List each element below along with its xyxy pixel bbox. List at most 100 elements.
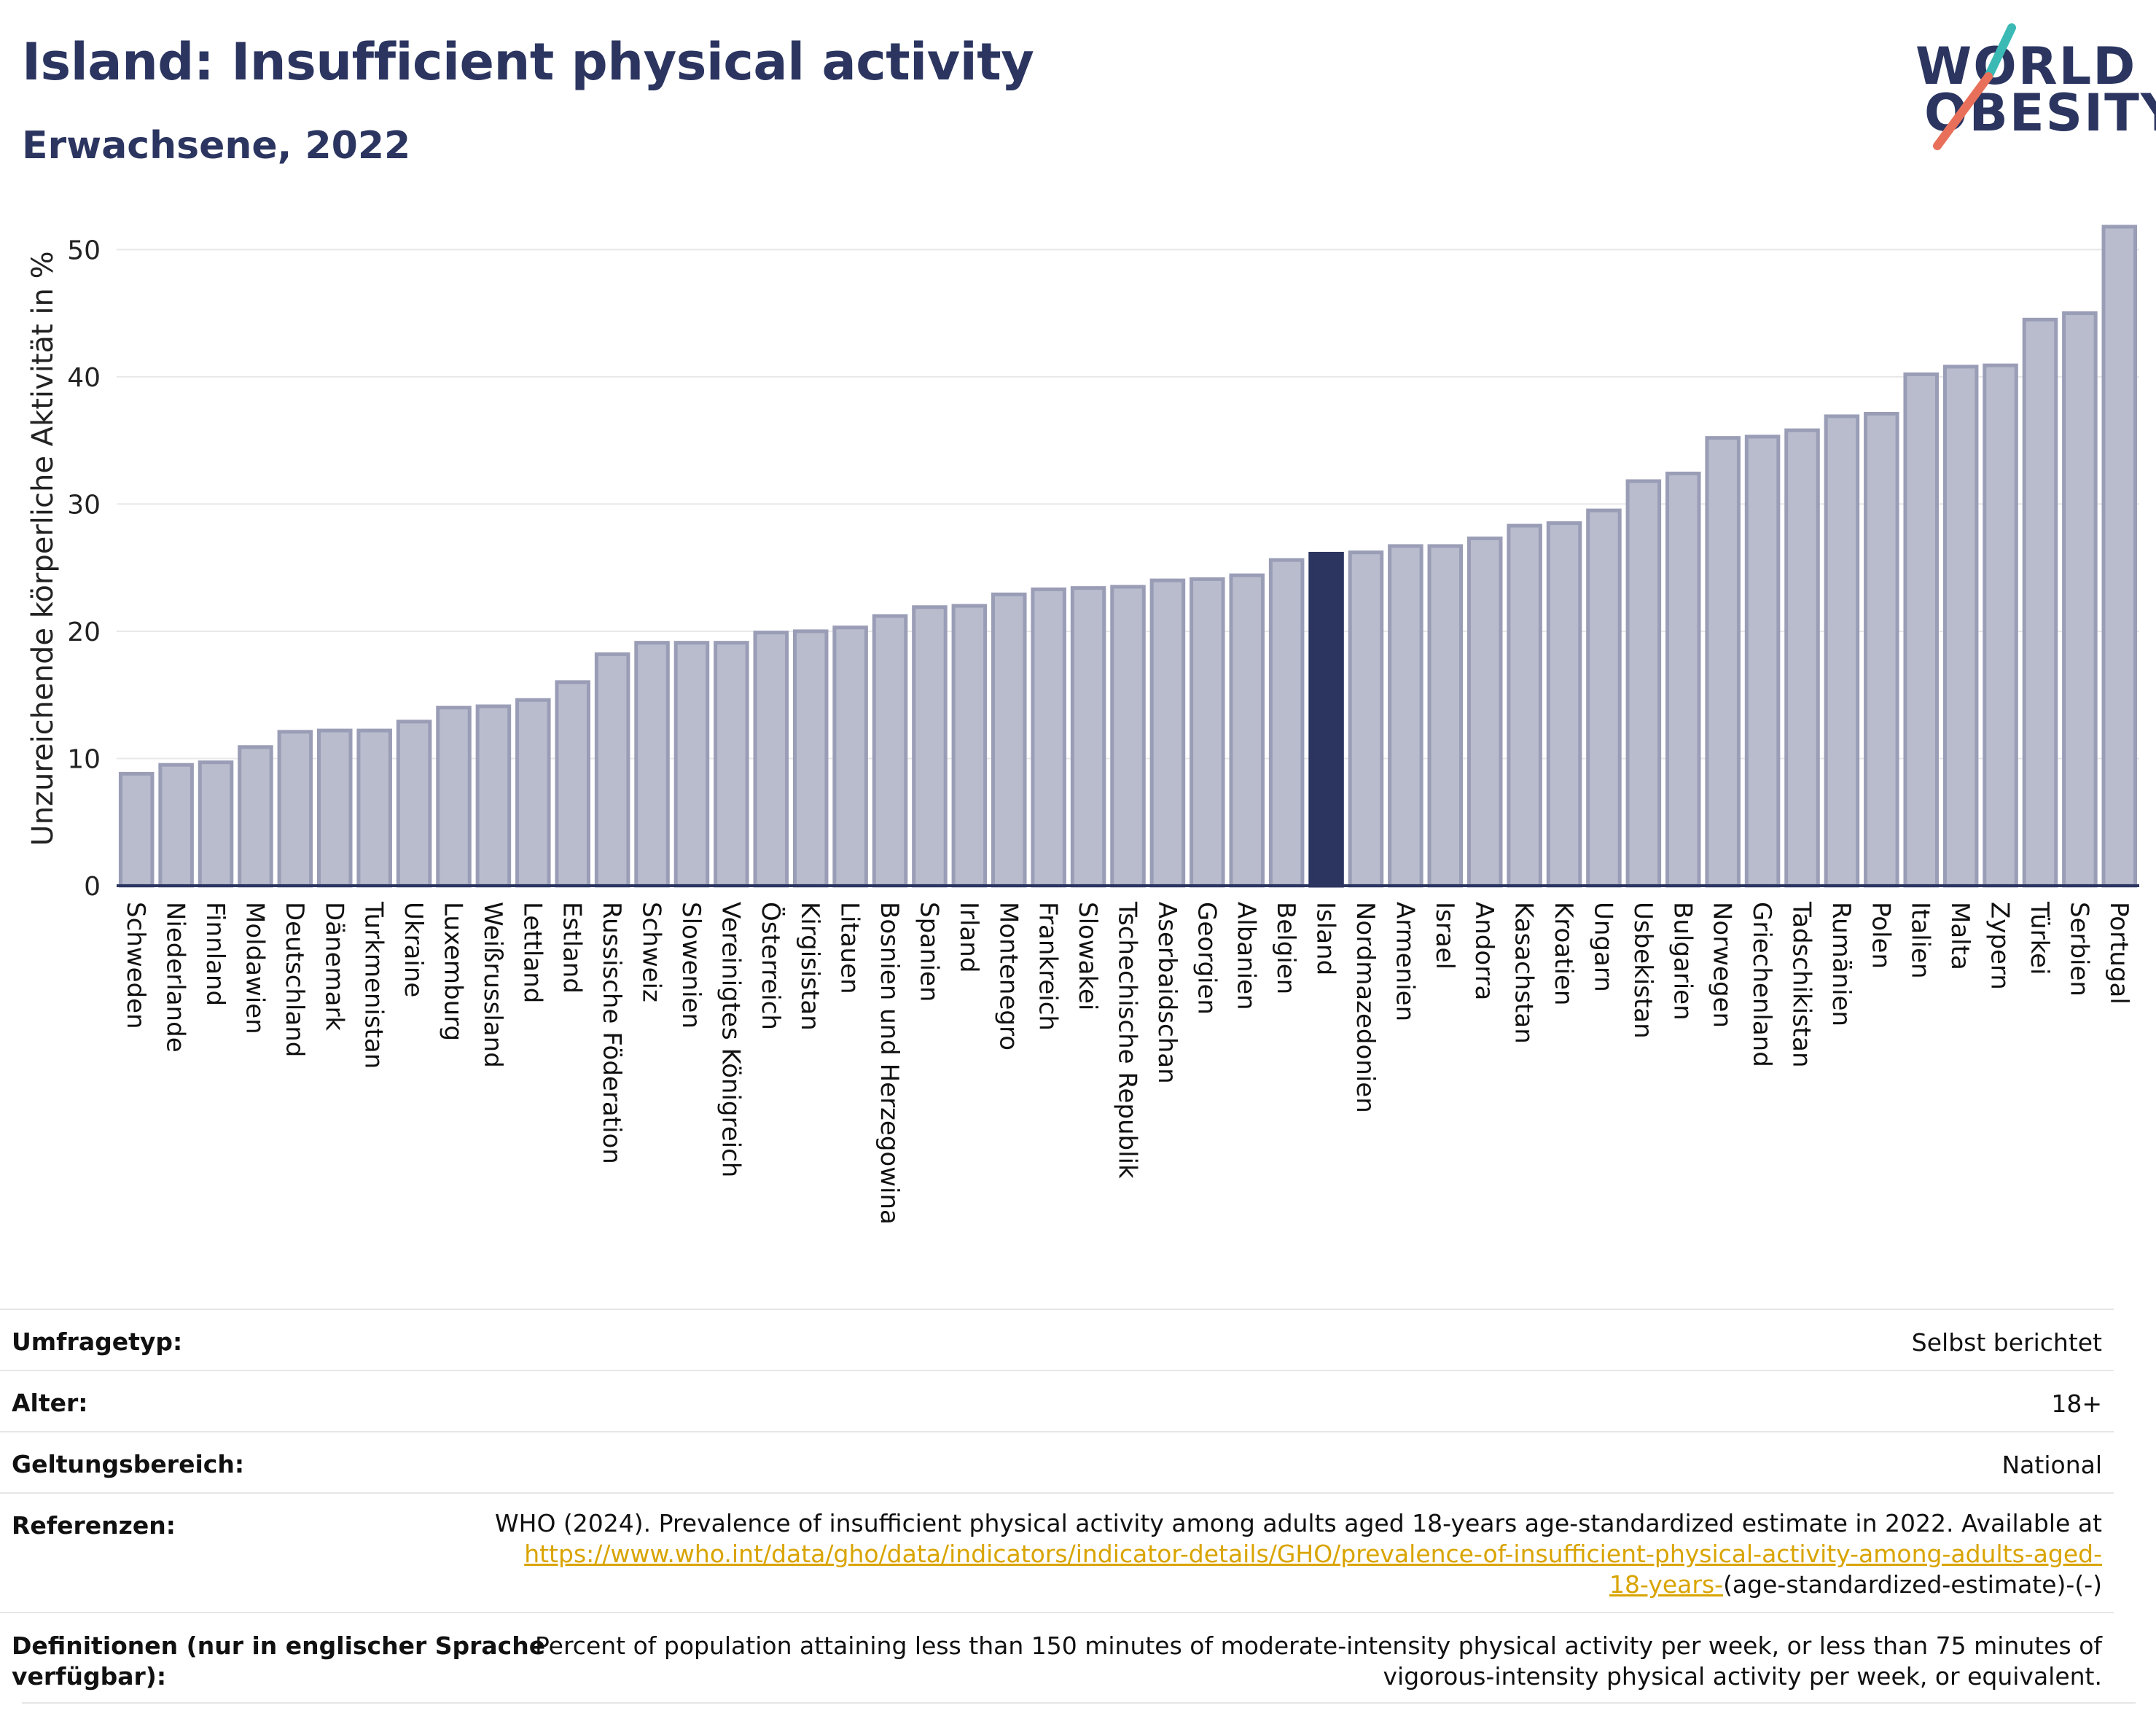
x-tick-label: Finnland [200, 902, 230, 1006]
x-tick-label: Turkmenistan [359, 901, 388, 1069]
x-tick-label: Albanien [1232, 902, 1261, 1010]
bar [1190, 577, 1225, 888]
bar [1784, 428, 1820, 888]
meta-value: 18+ [2051, 1389, 2102, 1418]
x-tick-label: Serbien [2064, 902, 2093, 997]
x-tick-label: Israel [1430, 902, 1459, 970]
bar [1744, 434, 1781, 888]
references-link[interactable]: https://www.who.int/data/gho/data/indica… [524, 1540, 2102, 1568]
meta-row-definitions: Definitionen (nur in englischer Sprache … [0, 1612, 2114, 1704]
bar [198, 760, 234, 888]
bar [1942, 364, 1979, 888]
bar [1705, 436, 1741, 888]
bar [238, 745, 273, 888]
x-tick-label: Vereinigtes Königreich [716, 902, 745, 1177]
bar [1665, 472, 1701, 888]
x-tick-label: Estland [558, 902, 587, 994]
x-tick-label: Österreich [756, 902, 786, 1030]
logo-line-world: WORLD [1915, 36, 2137, 96]
bar [317, 728, 353, 888]
bar [1625, 479, 1662, 888]
x-tick-label: Griechenland [1747, 902, 1776, 1067]
bar [118, 771, 155, 888]
bar [634, 641, 670, 888]
meta-label: Referenzen: [12, 1511, 176, 1540]
meta-label: Geltungsbereich: [12, 1450, 245, 1478]
x-tick-label: Tadschikistan [1787, 901, 1816, 1068]
x-tick-label: Polen [1866, 902, 1895, 969]
bar [2022, 317, 2058, 888]
meta-row-survey-type: Umfragetyp: Selbst berichtet [0, 1309, 2114, 1371]
x-tick-label: Frankreich [1034, 902, 1063, 1031]
x-tick-label: Andorra [1469, 902, 1499, 1000]
definitions-line2: vigorous-intensity physical activity per… [1383, 1662, 2103, 1691]
definitions-line1: Percent of population attaining less tha… [534, 1631, 2102, 1660]
bar [1824, 414, 1860, 888]
x-tick-label: Ungarn [1588, 902, 1617, 992]
bar [1903, 372, 1940, 888]
x-tick-label: Malta [1945, 902, 1975, 970]
bar [1388, 544, 1423, 888]
x-tick-label: Ukraine [399, 902, 428, 997]
bar [951, 604, 988, 888]
bar [277, 730, 313, 888]
bar [991, 592, 1027, 888]
x-tick-label: Island [1311, 902, 1340, 975]
x-tick-label: Schweiz [637, 902, 666, 1002]
bar [515, 698, 551, 888]
x-tick-label: Moldawien [240, 902, 269, 1034]
bar [1586, 508, 1622, 888]
bar [912, 605, 948, 888]
meta-row-scope: Geltungsbereich: National [0, 1431, 2114, 1494]
bar [1268, 558, 1305, 888]
x-tick-label: Italien [1906, 902, 1935, 979]
x-tick-label: Georgien [1192, 902, 1221, 1015]
meta-label: Definitionen (nur in englischer Sprache … [12, 1631, 545, 1692]
x-tick-label: Slowenien [676, 902, 706, 1029]
x-tick-label: Luxemburg [439, 902, 468, 1041]
y-tick-label: 0 [84, 872, 101, 902]
bar [1546, 521, 1582, 888]
bar [1348, 550, 1384, 888]
bar [714, 641, 749, 888]
meta-value: Selbst berichtet [1911, 1328, 2102, 1357]
page-title: Island: Insufficient physical activity [22, 32, 1034, 92]
definitions-label-line1: Definitionen (nur in englischer Sprache [12, 1631, 546, 1660]
bar [753, 631, 789, 888]
x-tick-label: Kasachstan [1509, 902, 1539, 1044]
x-tick-label: Schweden [121, 902, 150, 1029]
x-tick-label: Montenegro [993, 902, 1023, 1050]
references-text: WHO (2024). Prevalence of insufficient p… [495, 1508, 2102, 1600]
bar [673, 641, 710, 888]
x-tick-label: Irland [954, 902, 983, 972]
bar [1229, 573, 1265, 888]
x-tick-label: Armenien [1390, 902, 1419, 1021]
x-tick-label: Lettland [517, 902, 547, 1003]
references-link-continued[interactable]: 18-years- [1609, 1570, 1724, 1599]
bar [1507, 523, 1542, 888]
bar [475, 704, 512, 888]
logo-slash-icon [1933, 23, 2016, 150]
bar [1427, 544, 1464, 888]
references-suffix: (age-standardized-estimate)-(-) [1723, 1570, 2102, 1599]
bar [594, 652, 630, 888]
bar [1031, 587, 1066, 888]
x-tick-label: Bulgarien [1668, 902, 1697, 1021]
meta-bottom-divider [22, 1702, 2136, 1704]
bar [396, 720, 432, 888]
x-tick-label: Dänemark [319, 902, 348, 1031]
x-tick-label: Aserbaidschan [1152, 902, 1181, 1084]
meta-row-age: Alter: 18+ [0, 1370, 2114, 1432]
meta-label: Umfragetyp: [12, 1327, 183, 1356]
bar [792, 629, 829, 888]
x-tick-label: Norwegen [1708, 902, 1737, 1028]
x-tick-label: Litauen [835, 902, 864, 994]
x-tick-label: Kroatien [1549, 902, 1578, 1005]
x-tick-label: Usbekistan [1628, 902, 1657, 1039]
x-tick-label: Nordmazedonien [1351, 902, 1380, 1113]
x-tick-label: Kirgisistan [795, 902, 824, 1031]
bar [1864, 412, 1899, 888]
x-tick-label: Slowakei [1073, 902, 1102, 1010]
x-tick-label: Weißrussland [478, 902, 507, 1068]
